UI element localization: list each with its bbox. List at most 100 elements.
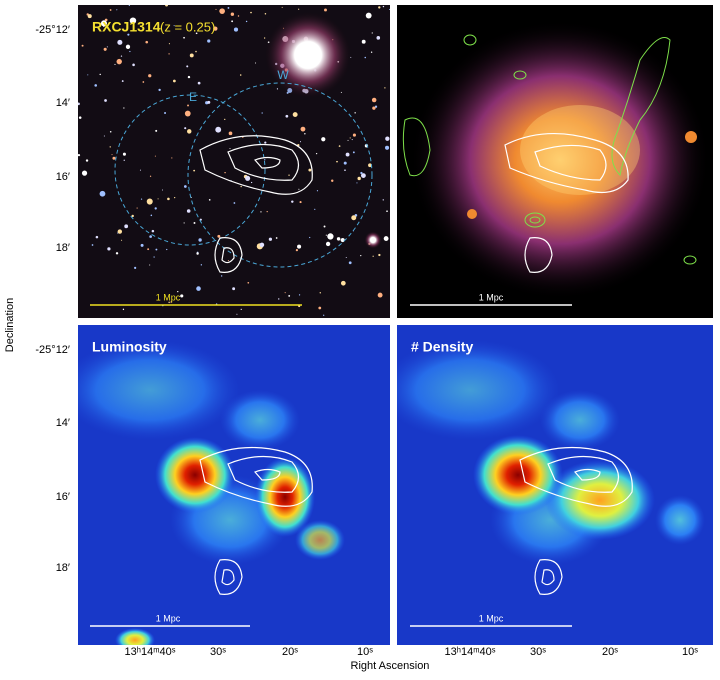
star [208, 198, 211, 201]
star [278, 298, 280, 300]
star [360, 255, 362, 257]
star [78, 116, 82, 119]
star [298, 294, 301, 296]
star [298, 188, 300, 190]
star [386, 210, 388, 213]
star [207, 100, 211, 104]
star [154, 207, 157, 210]
star [260, 211, 262, 213]
scale-label: 1 Mpc [479, 292, 504, 302]
circle-label: E [189, 90, 197, 104]
star [78, 102, 80, 106]
panel-subtitle: (z = 0.25) [160, 19, 215, 34]
star [146, 198, 153, 205]
star [164, 111, 167, 115]
star [340, 280, 346, 286]
star [127, 33, 130, 36]
star [299, 141, 301, 143]
star [382, 5, 385, 8]
star [107, 247, 111, 251]
star [259, 242, 265, 248]
star [136, 207, 138, 209]
star [325, 241, 331, 247]
star [121, 239, 123, 241]
star [99, 73, 101, 76]
star [354, 112, 356, 114]
star [116, 58, 122, 65]
star [219, 8, 225, 15]
star [186, 65, 189, 68]
star [384, 87, 386, 89]
star [344, 169, 346, 171]
star [237, 15, 240, 17]
star [140, 243, 144, 247]
star [81, 44, 84, 47]
star [142, 81, 145, 83]
star [155, 129, 158, 132]
star [117, 39, 123, 45]
scale-label: 1 Mpc [156, 292, 181, 302]
star [170, 301, 172, 303]
star [349, 137, 351, 139]
star [291, 200, 294, 203]
star [168, 53, 170, 55]
star [180, 294, 184, 298]
star [183, 222, 185, 224]
star [323, 314, 325, 316]
y-tick-label: 16′ [56, 171, 70, 183]
star [154, 155, 156, 157]
star [193, 169, 196, 172]
star [187, 129, 192, 134]
x-axis-label: Right Ascension [351, 660, 430, 672]
star [81, 170, 88, 176]
star [165, 5, 169, 7]
star [230, 12, 235, 16]
star [228, 131, 233, 136]
star [325, 234, 327, 236]
star [120, 55, 123, 57]
star [150, 214, 153, 217]
star [207, 39, 211, 43]
star [224, 118, 226, 121]
star [295, 248, 298, 252]
star [371, 32, 373, 34]
star [377, 292, 383, 298]
star [184, 110, 191, 117]
x-tick-label: 10ˢ [357, 646, 373, 658]
density-panel [397, 325, 713, 645]
star [195, 50, 197, 53]
star [177, 290, 179, 293]
star [122, 152, 126, 156]
star [281, 6, 283, 8]
star [336, 160, 338, 163]
star [106, 46, 108, 48]
y-axis-label: Declination [4, 298, 16, 352]
star [224, 171, 226, 174]
star [172, 79, 176, 83]
star [250, 181, 253, 184]
star [87, 14, 92, 19]
x-tick-label: 30ˢ [210, 646, 226, 658]
star [122, 308, 125, 311]
star [153, 256, 155, 258]
star [215, 126, 222, 133]
star [115, 252, 119, 255]
star [114, 63, 116, 66]
xray-panel [397, 5, 713, 318]
star [315, 153, 318, 155]
x-tick-label: 30ˢ [530, 646, 546, 658]
star [368, 163, 372, 168]
star [221, 275, 223, 277]
y-tick-label: -25°12′ [35, 24, 70, 36]
star [360, 171, 363, 175]
star [158, 88, 161, 92]
star [91, 244, 94, 246]
star [338, 145, 341, 147]
star [198, 238, 202, 242]
star [266, 211, 268, 213]
star [382, 199, 384, 201]
star [376, 36, 381, 40]
star [168, 301, 170, 304]
star [103, 135, 105, 137]
